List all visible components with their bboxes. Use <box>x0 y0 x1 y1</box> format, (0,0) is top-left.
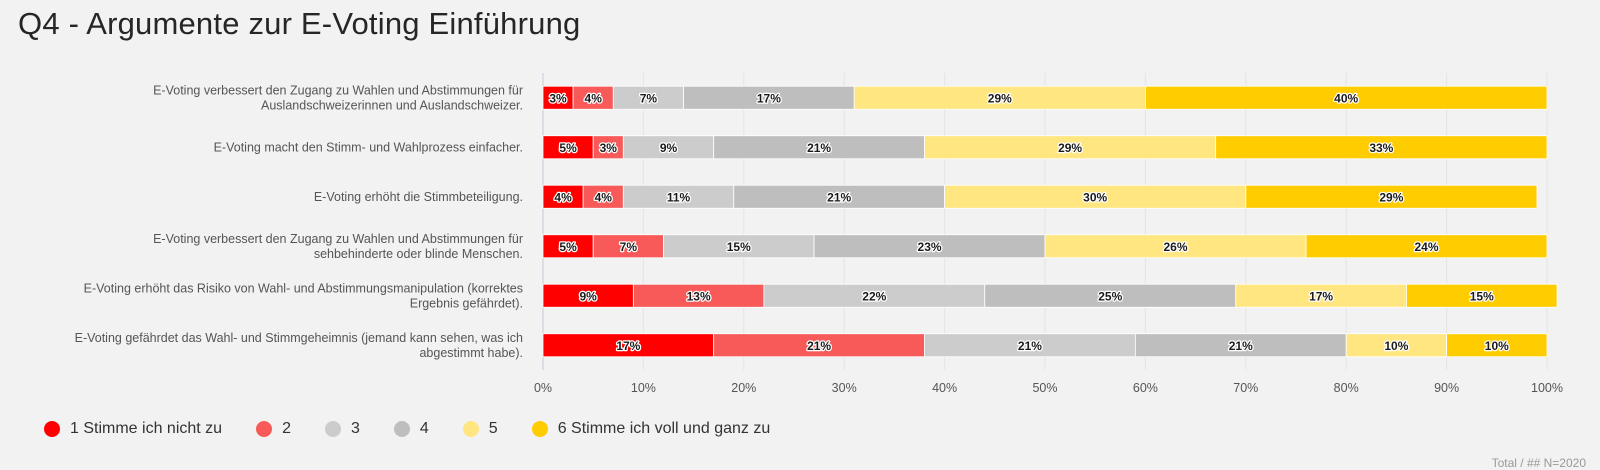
legend-item[interactable]: 4 <box>393 420 429 438</box>
chart-legend: 1 Stimme ich nicht zu 2 3 4 5 6 Stimme ich vo… <box>44 420 804 438</box>
x-tick-label: 10% <box>631 381 656 395</box>
x-tick-label: 50% <box>1032 381 1057 395</box>
legend-label: 5 <box>488 420 498 437</box>
legend-swatch-icon <box>462 421 479 437</box>
x-tick-label: 20% <box>731 381 756 395</box>
legend-label: 3 <box>350 420 360 437</box>
bar-segment <box>1215 135 1548 160</box>
bar-value-label: 9% <box>660 141 678 155</box>
bar-value-label: 15% <box>1470 289 1494 303</box>
bar-value-label: 7% <box>620 240 638 254</box>
legend-item[interactable]: 1 Stimme ich nicht zu <box>44 420 222 438</box>
bar-value-label: 21% <box>827 190 851 204</box>
bar-value-label: 10% <box>1485 339 1509 353</box>
bar-value-label: 7% <box>640 91 658 105</box>
bar-segment <box>1446 333 1548 358</box>
bar-value-label: 5% <box>559 240 577 254</box>
bar-value-label: 25% <box>1098 289 1122 303</box>
legend-item[interactable]: 3 <box>324 420 360 438</box>
bar-value-label: 29% <box>1379 190 1403 204</box>
bar-value-label: 17% <box>1309 289 1333 303</box>
stacked-bar-chart: 0% 10% 20% 30% 40% 50% 60% 70% 80% 90% 100% E-Votin… <box>75 73 1563 395</box>
legend-swatch-icon <box>393 421 410 437</box>
bar-value-label: 10% <box>1384 339 1408 353</box>
x-tick-label: 30% <box>832 381 857 395</box>
legend-item[interactable]: 2 <box>256 420 291 438</box>
x-tick-label: 0% <box>534 381 552 395</box>
legend-item[interactable]: 6 Stimme ich voll und ganz zu <box>531 420 771 438</box>
bar-segment <box>1245 184 1538 209</box>
bar-value-label: 24% <box>1415 240 1439 254</box>
bar-value-label: 30% <box>1083 190 1107 204</box>
legend-swatch-icon <box>324 421 341 437</box>
legend-label: 6 Stimme ich voll und ganz zu <box>557 420 771 437</box>
category-label: E-Voting macht den Stimm- und Wahlprozes… <box>214 140 523 154</box>
bar-value-label: 21% <box>807 339 831 353</box>
bar-value-label: 23% <box>918 240 942 254</box>
x-tick-label: 40% <box>932 381 957 395</box>
bar-value-label: 17% <box>616 339 640 353</box>
bar-value-label: 13% <box>687 289 711 303</box>
bar-value-label: 21% <box>807 141 831 155</box>
bar-value-label: 21% <box>1018 339 1042 353</box>
bar-value-label: 26% <box>1164 240 1188 254</box>
legend-item[interactable]: 5 <box>462 420 498 438</box>
bar-segment <box>1305 234 1548 259</box>
bar-value-label: 15% <box>727 240 751 254</box>
bar-value-label: 29% <box>988 91 1012 105</box>
bar-value-label: 33% <box>1369 141 1393 155</box>
bar-value-label: 22% <box>862 289 886 303</box>
legend-swatch-icon <box>531 421 548 437</box>
legend-swatch-icon <box>256 421 273 437</box>
bar-value-label: 40% <box>1334 91 1358 105</box>
page-title: Q4 - Argumente zur E-Voting Einführung <box>18 6 581 41</box>
bar-value-label: 4% <box>585 91 603 105</box>
bar-segment <box>1145 85 1548 110</box>
legend-label: 2 <box>282 420 291 437</box>
x-tick-label: 100% <box>1531 381 1563 395</box>
bar-value-label: 11% <box>667 190 691 204</box>
footnote: Total / ## N=2020 <box>1491 456 1586 470</box>
bar-value-label: 3% <box>549 91 567 105</box>
bar-value-label: 29% <box>1058 141 1082 155</box>
category-label: E-Voting erhöht die Stimmbeteiligung. <box>314 190 523 204</box>
x-tick-label: 60% <box>1133 381 1158 395</box>
legend-label: 4 <box>419 420 429 437</box>
bar-value-label: 5% <box>559 141 577 155</box>
category-label: E-Voting verbessert den Zugang zu Wahlen… <box>153 83 523 112</box>
x-tick-label: 70% <box>1233 381 1258 395</box>
bar-value-label: 4% <box>554 190 572 204</box>
category-label: E-Voting erhöht das Risiko von Wahl- und… <box>84 281 523 310</box>
bar-value-label: 17% <box>757 91 781 105</box>
legend-swatch-icon <box>44 421 60 437</box>
category-label: E-Voting verbessert den Zugang zu Wahlen… <box>153 232 523 261</box>
category-label: E-Voting gefährdet das Wahl- und Stimmge… <box>75 331 523 360</box>
bar-value-label: 21% <box>1229 339 1253 353</box>
bar-value-label: 4% <box>595 190 613 204</box>
x-tick-label: 80% <box>1334 381 1359 395</box>
bar-segment <box>1406 283 1558 308</box>
x-tick-label: 90% <box>1434 381 1459 395</box>
bar-value-label: 9% <box>580 289 598 303</box>
bar-value-label: 3% <box>600 141 618 155</box>
legend-label: 1 Stimme ich nicht zu <box>70 420 223 437</box>
